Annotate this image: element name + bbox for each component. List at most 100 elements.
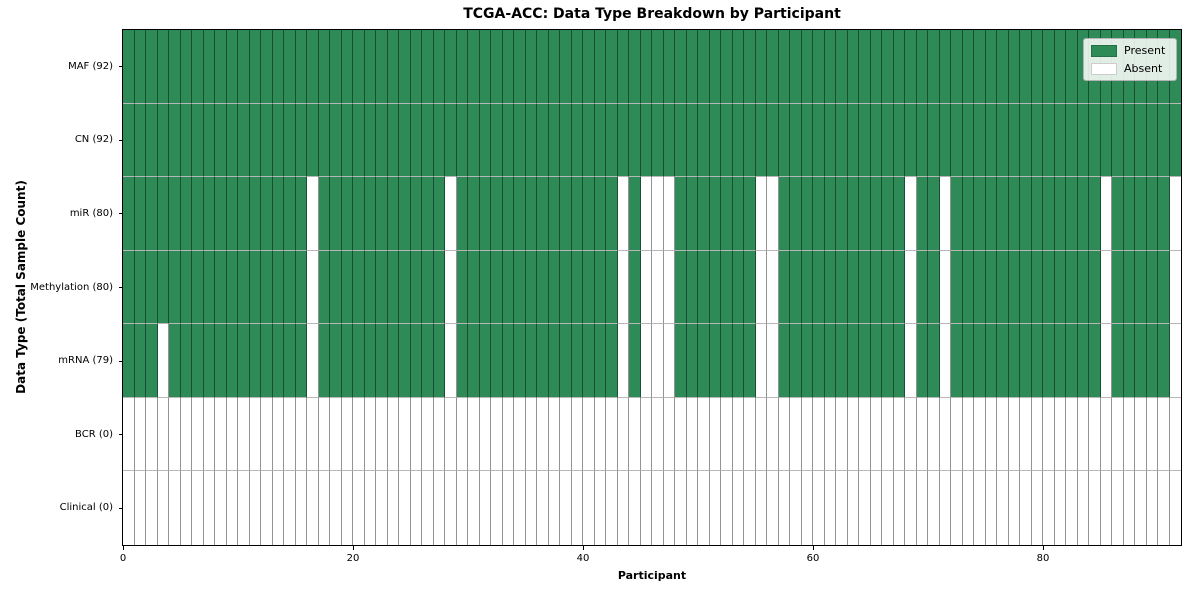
heatmap-cell — [387, 471, 399, 545]
heatmap-cell — [203, 177, 215, 251]
heatmap-cell — [1077, 471, 1089, 545]
heatmap-cell — [456, 250, 468, 325]
heatmap-cell — [836, 324, 848, 398]
heatmap-cell — [192, 397, 204, 472]
heatmap-cell — [962, 397, 974, 472]
heatmap-cell — [134, 250, 146, 325]
heatmap-cell — [732, 103, 744, 178]
heatmap-cell — [813, 471, 825, 545]
x-tick-label: 80 — [1036, 553, 1050, 564]
heatmap-cell — [939, 103, 951, 178]
heatmap-cell — [422, 250, 434, 325]
heatmap-cell — [433, 471, 445, 545]
heatmap-cell — [790, 324, 802, 398]
heatmap-cell — [284, 324, 296, 398]
heatmap-cell — [606, 30, 618, 104]
heatmap-cell — [364, 397, 376, 472]
heatmap-cell — [870, 103, 882, 178]
heatmap-cell — [778, 324, 790, 398]
heatmap-cell — [1112, 324, 1124, 398]
heatmap-cell — [1054, 177, 1066, 251]
heatmap-cell — [1146, 250, 1158, 325]
y-tick-mark — [119, 507, 123, 509]
heatmap-cell — [652, 471, 664, 545]
heatmap-cell — [203, 397, 215, 472]
y-axis-label: Data Type (Total Sample Count) — [14, 180, 28, 394]
heatmap-cell — [985, 397, 997, 472]
heatmap-cell — [1054, 324, 1066, 398]
heatmap-cell — [514, 471, 526, 545]
heatmap-cell — [192, 471, 204, 545]
heatmap-cell — [318, 471, 330, 545]
heatmap-cell — [215, 30, 227, 104]
heatmap-cell — [284, 177, 296, 251]
heatmap-cell — [1066, 103, 1078, 178]
heatmap-cell — [663, 324, 675, 398]
heatmap-cell — [514, 177, 526, 251]
heatmap-cell — [169, 324, 181, 398]
y-tick-label: CN (92) — [74, 134, 113, 146]
heatmap-cell — [502, 250, 514, 325]
heatmap-cell — [882, 30, 894, 104]
heatmap-cell — [456, 103, 468, 178]
heatmap-cell — [307, 471, 319, 545]
heatmap-cell — [192, 324, 204, 398]
heatmap-cell — [1135, 103, 1147, 178]
heatmap-cell — [157, 103, 169, 178]
heatmap-cell — [847, 103, 859, 178]
heatmap-cell — [606, 177, 618, 251]
heatmap-cell — [652, 30, 664, 104]
heatmap-cell — [778, 30, 790, 104]
heatmap-cell — [1031, 250, 1043, 325]
heatmap-cell — [1112, 177, 1124, 251]
heatmap-cell — [1008, 30, 1020, 104]
heatmap-cell — [1043, 30, 1055, 104]
heatmap-cell — [606, 397, 618, 472]
heatmap-cell — [663, 471, 675, 545]
heatmap-cell — [169, 397, 181, 472]
heatmap-cell — [767, 177, 779, 251]
heatmap-cell — [790, 103, 802, 178]
heatmap-cell — [1123, 471, 1135, 545]
heatmap-cell — [468, 177, 480, 251]
x-tick-mark — [122, 546, 124, 550]
heatmap-cell — [836, 397, 848, 472]
heatmap-cell — [962, 471, 974, 545]
legend-item: Present — [1091, 44, 1169, 57]
heatmap-cell — [1066, 397, 1078, 472]
heatmap-cell — [721, 250, 733, 325]
heatmap-cell — [525, 250, 537, 325]
heatmap-cell — [341, 103, 353, 178]
heatmap-cell — [905, 471, 917, 545]
heatmap-cell — [755, 397, 767, 472]
heatmap-cell — [1008, 397, 1020, 472]
heatmap-cell — [951, 250, 963, 325]
heatmap-cell — [238, 250, 250, 325]
heatmap-cell — [813, 30, 825, 104]
heatmap-cell — [847, 177, 859, 251]
heatmap-cell — [548, 250, 560, 325]
heatmap-cell — [640, 30, 652, 104]
heatmap-cell — [468, 103, 480, 178]
heatmap-cell — [1169, 471, 1181, 545]
heatmap-cell — [502, 471, 514, 545]
heatmap-cell — [1020, 30, 1032, 104]
heatmap-cell — [1112, 471, 1124, 545]
heatmap-cell — [157, 177, 169, 251]
heatmap-cell — [146, 177, 158, 251]
heatmap-cell — [468, 324, 480, 398]
heatmap-cell — [445, 471, 457, 545]
heatmap-cell — [732, 324, 744, 398]
heatmap-cell — [962, 30, 974, 104]
heatmap-cell — [675, 324, 687, 398]
heatmap-cell — [801, 324, 813, 398]
heatmap-cell — [387, 30, 399, 104]
heatmap-cell — [387, 397, 399, 472]
heatmap-cell — [755, 30, 767, 104]
heatmap-cell — [916, 471, 928, 545]
heatmap-cell — [399, 103, 411, 178]
heatmap-cell — [985, 250, 997, 325]
heatmap-cell — [330, 30, 342, 104]
heatmap-cell — [1008, 103, 1020, 178]
heatmap-cell — [721, 103, 733, 178]
